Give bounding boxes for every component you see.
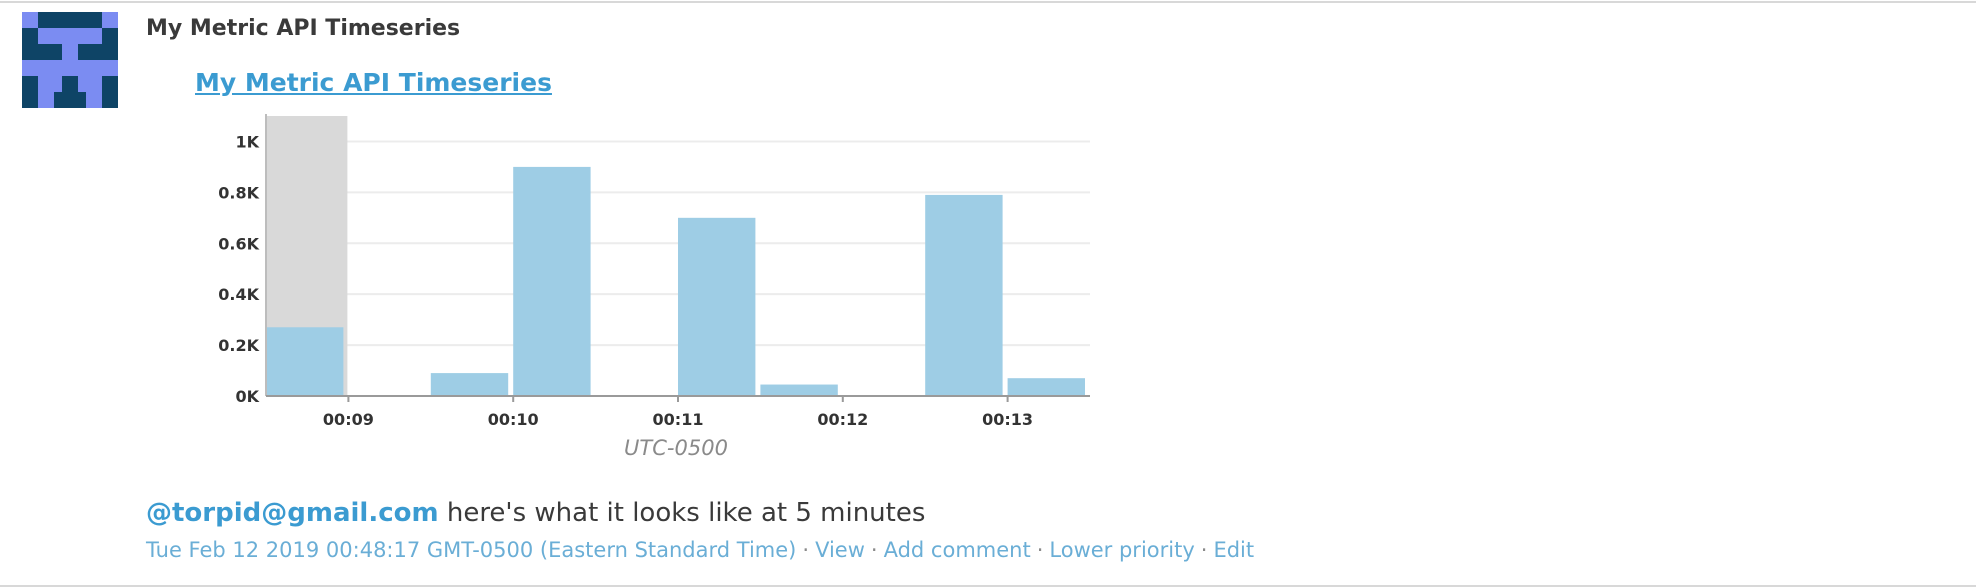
chart-bar (430, 373, 509, 396)
chart-y-tick-labels: 0K 0.2K 0.4K 0.6K 0.8K 1K (218, 132, 259, 406)
message-text: here's what it looks like at 5 minutes (438, 498, 926, 528)
chart-bar (925, 194, 1003, 396)
user-mention-link[interactable]: @torpid@gmail.com (146, 498, 439, 528)
y-tick-label: 0.6K (218, 234, 259, 253)
y-tick-label: 0.2K (218, 336, 259, 355)
add-comment-link[interactable]: Add comment (883, 538, 1031, 562)
y-tick-label: 0.4K (218, 285, 259, 304)
top-divider (0, 1, 1976, 3)
y-tick-label: 0.8K (218, 183, 259, 202)
event-message: @torpid@gmail.com here's what it looks l… (146, 498, 925, 528)
edit-link[interactable]: Edit (1213, 538, 1255, 562)
timeseries-chart: 0K 0.2K 0.4K 0.6K 0.8K 1K 00:09 00:10 00:11 00:1… (218, 114, 1090, 460)
chart-bar (1007, 378, 1085, 396)
chart-bar (513, 166, 591, 396)
separator: · (802, 538, 810, 562)
avatar-identicon (22, 12, 118, 108)
avatar[interactable] (22, 12, 118, 108)
bottom-divider (0, 585, 1976, 587)
timestamp-link[interactable]: Tue Feb 12 2019 00:48:17 GMT-0500 (Easte… (146, 538, 797, 562)
y-tick-label: 0K (235, 387, 259, 406)
event-author: My Metric API Timeseries (146, 16, 461, 41)
event-meta-bar: Tue Feb 12 2019 00:48:17 GMT-0500 (Easte… (146, 538, 1254, 562)
chart-bars (266, 166, 1085, 396)
separator: · (1200, 538, 1208, 562)
chart-bar (760, 384, 838, 396)
lower-priority-link[interactable]: Lower priority (1049, 538, 1195, 562)
chart-x-tick-labels: 00:09 00:10 00:11 00:12 00:13 (323, 396, 1033, 429)
chart-bar (266, 327, 344, 396)
chart-bar (678, 217, 756, 396)
x-tick-label: 00:12 (817, 410, 868, 429)
separator: · (870, 538, 878, 562)
y-tick-label: 1K (235, 132, 259, 151)
x-tick-label: 00:09 (323, 410, 374, 429)
x-tick-label: 00:10 (488, 410, 539, 429)
chart-x-axis-title: UTC-0500 (624, 436, 728, 460)
separator: · (1036, 538, 1044, 562)
x-tick-label: 00:11 (653, 410, 704, 429)
graph-title-link[interactable]: My Metric API Timeseries (195, 68, 552, 97)
x-tick-label: 00:13 (982, 410, 1033, 429)
view-link[interactable]: View (815, 538, 865, 562)
